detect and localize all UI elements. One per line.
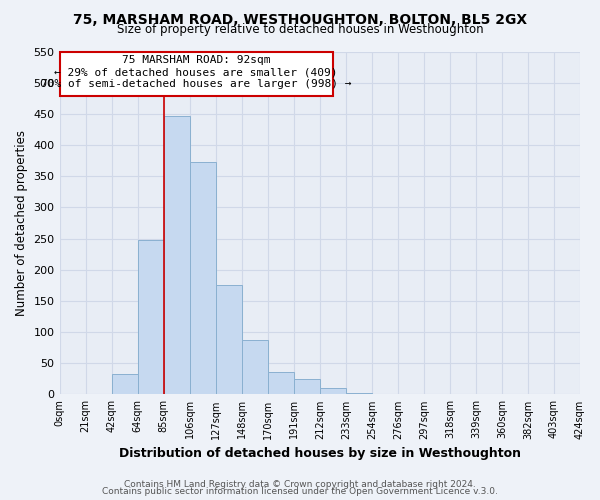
Text: Contains public sector information licensed under the Open Government Licence v.: Contains public sector information licen… bbox=[102, 487, 498, 496]
Text: 70% of semi-detached houses are larger (998) →: 70% of semi-detached houses are larger (… bbox=[41, 79, 352, 89]
Text: Size of property relative to detached houses in Westhoughton: Size of property relative to detached ho… bbox=[116, 22, 484, 36]
Bar bbox=[215, 286, 242, 395]
Bar bbox=[242, 340, 268, 394]
Bar bbox=[137, 240, 164, 394]
X-axis label: Distribution of detached houses by size in Westhoughton: Distribution of detached houses by size … bbox=[119, 447, 521, 460]
Bar bbox=[112, 374, 137, 394]
Bar bbox=[294, 379, 320, 394]
Bar bbox=[346, 393, 372, 394]
FancyBboxPatch shape bbox=[59, 52, 333, 96]
Y-axis label: Number of detached properties: Number of detached properties bbox=[15, 130, 28, 316]
Bar bbox=[190, 162, 215, 394]
Text: ← 29% of detached houses are smaller (409): ← 29% of detached houses are smaller (40… bbox=[55, 67, 338, 77]
Text: 75, MARSHAM ROAD, WESTHOUGHTON, BOLTON, BL5 2GX: 75, MARSHAM ROAD, WESTHOUGHTON, BOLTON, … bbox=[73, 12, 527, 26]
Text: 75 MARSHAM ROAD: 92sqm: 75 MARSHAM ROAD: 92sqm bbox=[122, 54, 271, 64]
Bar bbox=[320, 388, 346, 394]
Bar bbox=[164, 116, 190, 394]
Bar bbox=[268, 372, 294, 394]
Text: Contains HM Land Registry data © Crown copyright and database right 2024.: Contains HM Land Registry data © Crown c… bbox=[124, 480, 476, 489]
